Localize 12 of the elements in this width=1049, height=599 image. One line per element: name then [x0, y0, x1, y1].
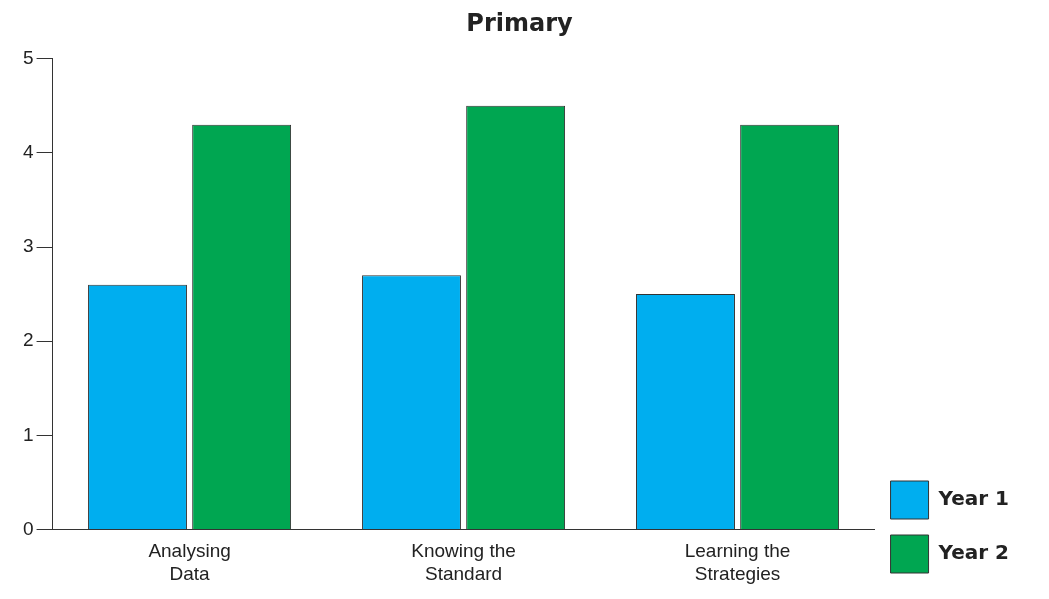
y-tick-label: 5 [22, 47, 34, 69]
y-tick-label: 3 [22, 235, 34, 257]
y-tick-label: 2 [22, 329, 34, 351]
y-tick-label: 0 [22, 517, 34, 539]
legend-label: Year 2 [937, 540, 1009, 565]
legend-label: Year 1 [937, 486, 1009, 511]
y-tick-label: 1 [22, 423, 34, 445]
x-tick-label: Learning the Strategies [684, 540, 791, 584]
y-tick-label: 4 [22, 141, 34, 163]
x-tick-label: Knowing the Standard [411, 540, 516, 584]
x-tick-label: Analysing Data [148, 540, 231, 584]
chart-title: Primary [466, 8, 574, 37]
